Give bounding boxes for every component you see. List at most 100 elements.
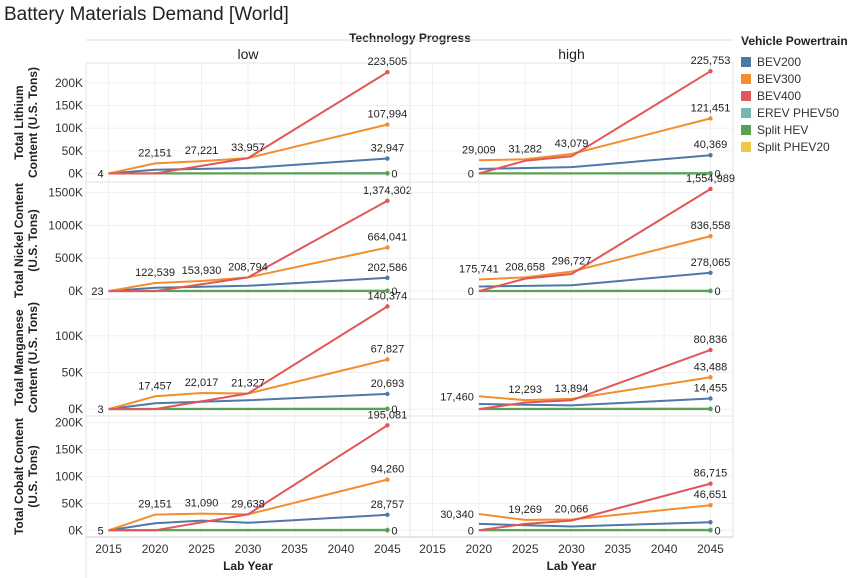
x-tick-label: 2040 — [328, 542, 355, 556]
legend-item-split-hev[interactable]: Split HEV — [741, 121, 850, 138]
y-tick-label: 100K — [55, 470, 83, 484]
data-label: 27,221 — [185, 145, 219, 157]
row-label-1: Total Nickel Content (U.S. Tons) — [12, 183, 40, 298]
series-line-bev400 — [478, 482, 711, 532]
series-endpoint — [708, 171, 713, 176]
data-label: 31,282 — [508, 143, 542, 155]
x-tick-label: 2025 — [188, 542, 215, 556]
data-label: 14,455 — [694, 382, 728, 394]
data-label: 13,894 — [555, 383, 589, 395]
data-label: 208,794 — [228, 261, 268, 273]
series-line-bev300 — [108, 358, 388, 411]
x-tick-label: 2015 — [95, 542, 122, 556]
data-label: 12,293 — [508, 384, 542, 396]
data-label: 29,151 — [138, 499, 172, 511]
x-tick-label: 2020 — [466, 542, 493, 556]
series-endpoint — [385, 512, 390, 518]
series-line-bev400 — [478, 188, 712, 293]
legend-label: Split HEV — [757, 122, 809, 137]
column-header-low: low — [237, 46, 259, 62]
series-endpoint — [385, 288, 390, 294]
legend-item-bev200[interactable]: BEV200 — [741, 53, 850, 70]
data-label: 0 — [714, 404, 720, 416]
legend-label: Split PHEV20 — [757, 139, 830, 154]
series-endpoint — [385, 70, 390, 75]
data-label: 121,451 — [691, 102, 731, 114]
legend-label: EREV PHEV50 — [757, 105, 840, 120]
series-endpoint — [708, 68, 713, 74]
data-label: 140,374 — [368, 290, 408, 302]
data-label: 23 — [91, 286, 103, 298]
series-endpoint — [385, 245, 390, 250]
series-endpoint — [385, 357, 390, 362]
series-endpoint — [708, 375, 713, 380]
data-label: 0 — [714, 168, 720, 180]
data-label: 175,741 — [459, 264, 499, 276]
x-tick-label: 2015 — [419, 542, 446, 556]
x-tick-label: 2045 — [697, 542, 724, 556]
row-label-line: Content (U.S. Tons) — [26, 302, 40, 413]
series-endpoint — [708, 288, 713, 294]
data-label: 107,994 — [368, 109, 408, 121]
series-line-bev200 — [478, 154, 711, 170]
legend-item-bev400[interactable]: BEV400 — [741, 87, 850, 104]
series-endpoint — [708, 396, 713, 401]
row-label-3: Total Cobalt Content (U.S. Tons) — [12, 418, 40, 535]
series-endpoint — [708, 406, 713, 412]
series-endpoint — [385, 304, 390, 309]
data-label: 40,369 — [694, 139, 728, 151]
row-label-line: Total Cobalt Content — [12, 418, 26, 535]
series-line-bev400 — [478, 70, 712, 175]
column-header-high: high — [558, 46, 584, 62]
series-endpoint — [385, 528, 390, 533]
data-label: 17,457 — [138, 380, 172, 392]
row-label-line: (U.S. Tons) — [26, 209, 40, 271]
legend-swatch — [741, 56, 751, 67]
data-label: 0 — [468, 168, 474, 180]
data-label: 122,539 — [135, 267, 175, 279]
series-line-bev300 — [478, 117, 711, 162]
legend-item-erev-phev50[interactable]: EREV PHEV50 — [741, 104, 850, 121]
series-line-bev300 — [108, 478, 388, 532]
data-label: 0 — [391, 286, 397, 298]
series-endpoint — [385, 171, 390, 176]
row-label-line: Total Manganese — [12, 309, 26, 406]
series-line-bev200 — [108, 513, 388, 532]
x-axis-title: Lab Year — [223, 559, 273, 573]
legend-item-split-phev20[interactable]: Split PHEV20 — [741, 138, 850, 155]
series-endpoint — [708, 152, 713, 158]
y-tick-label: 150K — [55, 443, 83, 457]
data-label: 94,260 — [371, 464, 405, 476]
data-label: 0 — [714, 525, 720, 537]
x-tick-label: 2035 — [604, 542, 631, 556]
data-label: 31,090 — [185, 498, 219, 510]
y-tick-label: 200K — [55, 416, 83, 430]
legend-label: BEV200 — [757, 54, 802, 69]
legend-item-bev300[interactable]: BEV300 — [741, 70, 850, 87]
legend-swatch — [741, 107, 751, 118]
legend: Vehicle Powertrain BEV200 BEV300 BEV400 … — [741, 34, 850, 155]
row-label-2: Total Manganese Content (U.S. Tons) — [12, 302, 40, 413]
series-line-bev300 — [108, 123, 388, 175]
y-tick-label: 0K — [68, 402, 83, 416]
data-label: 86,715 — [694, 468, 728, 480]
data-label: 664,041 — [368, 231, 408, 243]
series-endpoint — [385, 122, 390, 127]
series-line-bev200 — [108, 276, 388, 293]
x-tick-label: 2035 — [281, 542, 308, 556]
series-endpoint — [708, 270, 713, 276]
data-label: 28,757 — [371, 499, 405, 511]
x-tick-label: 2030 — [558, 542, 585, 556]
legend-label: BEV300 — [757, 71, 802, 86]
data-label: 4 — [97, 168, 103, 180]
column-header-title: Technology Progress — [349, 31, 471, 45]
series-line-bev400 — [108, 305, 388, 411]
series-endpoint — [708, 347, 713, 353]
y-tick-label: 1500K — [48, 186, 83, 200]
y-tick-label: 50K — [62, 496, 83, 510]
series-endpoint — [385, 156, 390, 161]
data-label: 20,066 — [555, 504, 589, 516]
y-tick-label: 50K — [62, 144, 83, 158]
page-title: Battery Materials Demand [World] — [4, 4, 289, 25]
legend-swatch — [741, 124, 751, 135]
